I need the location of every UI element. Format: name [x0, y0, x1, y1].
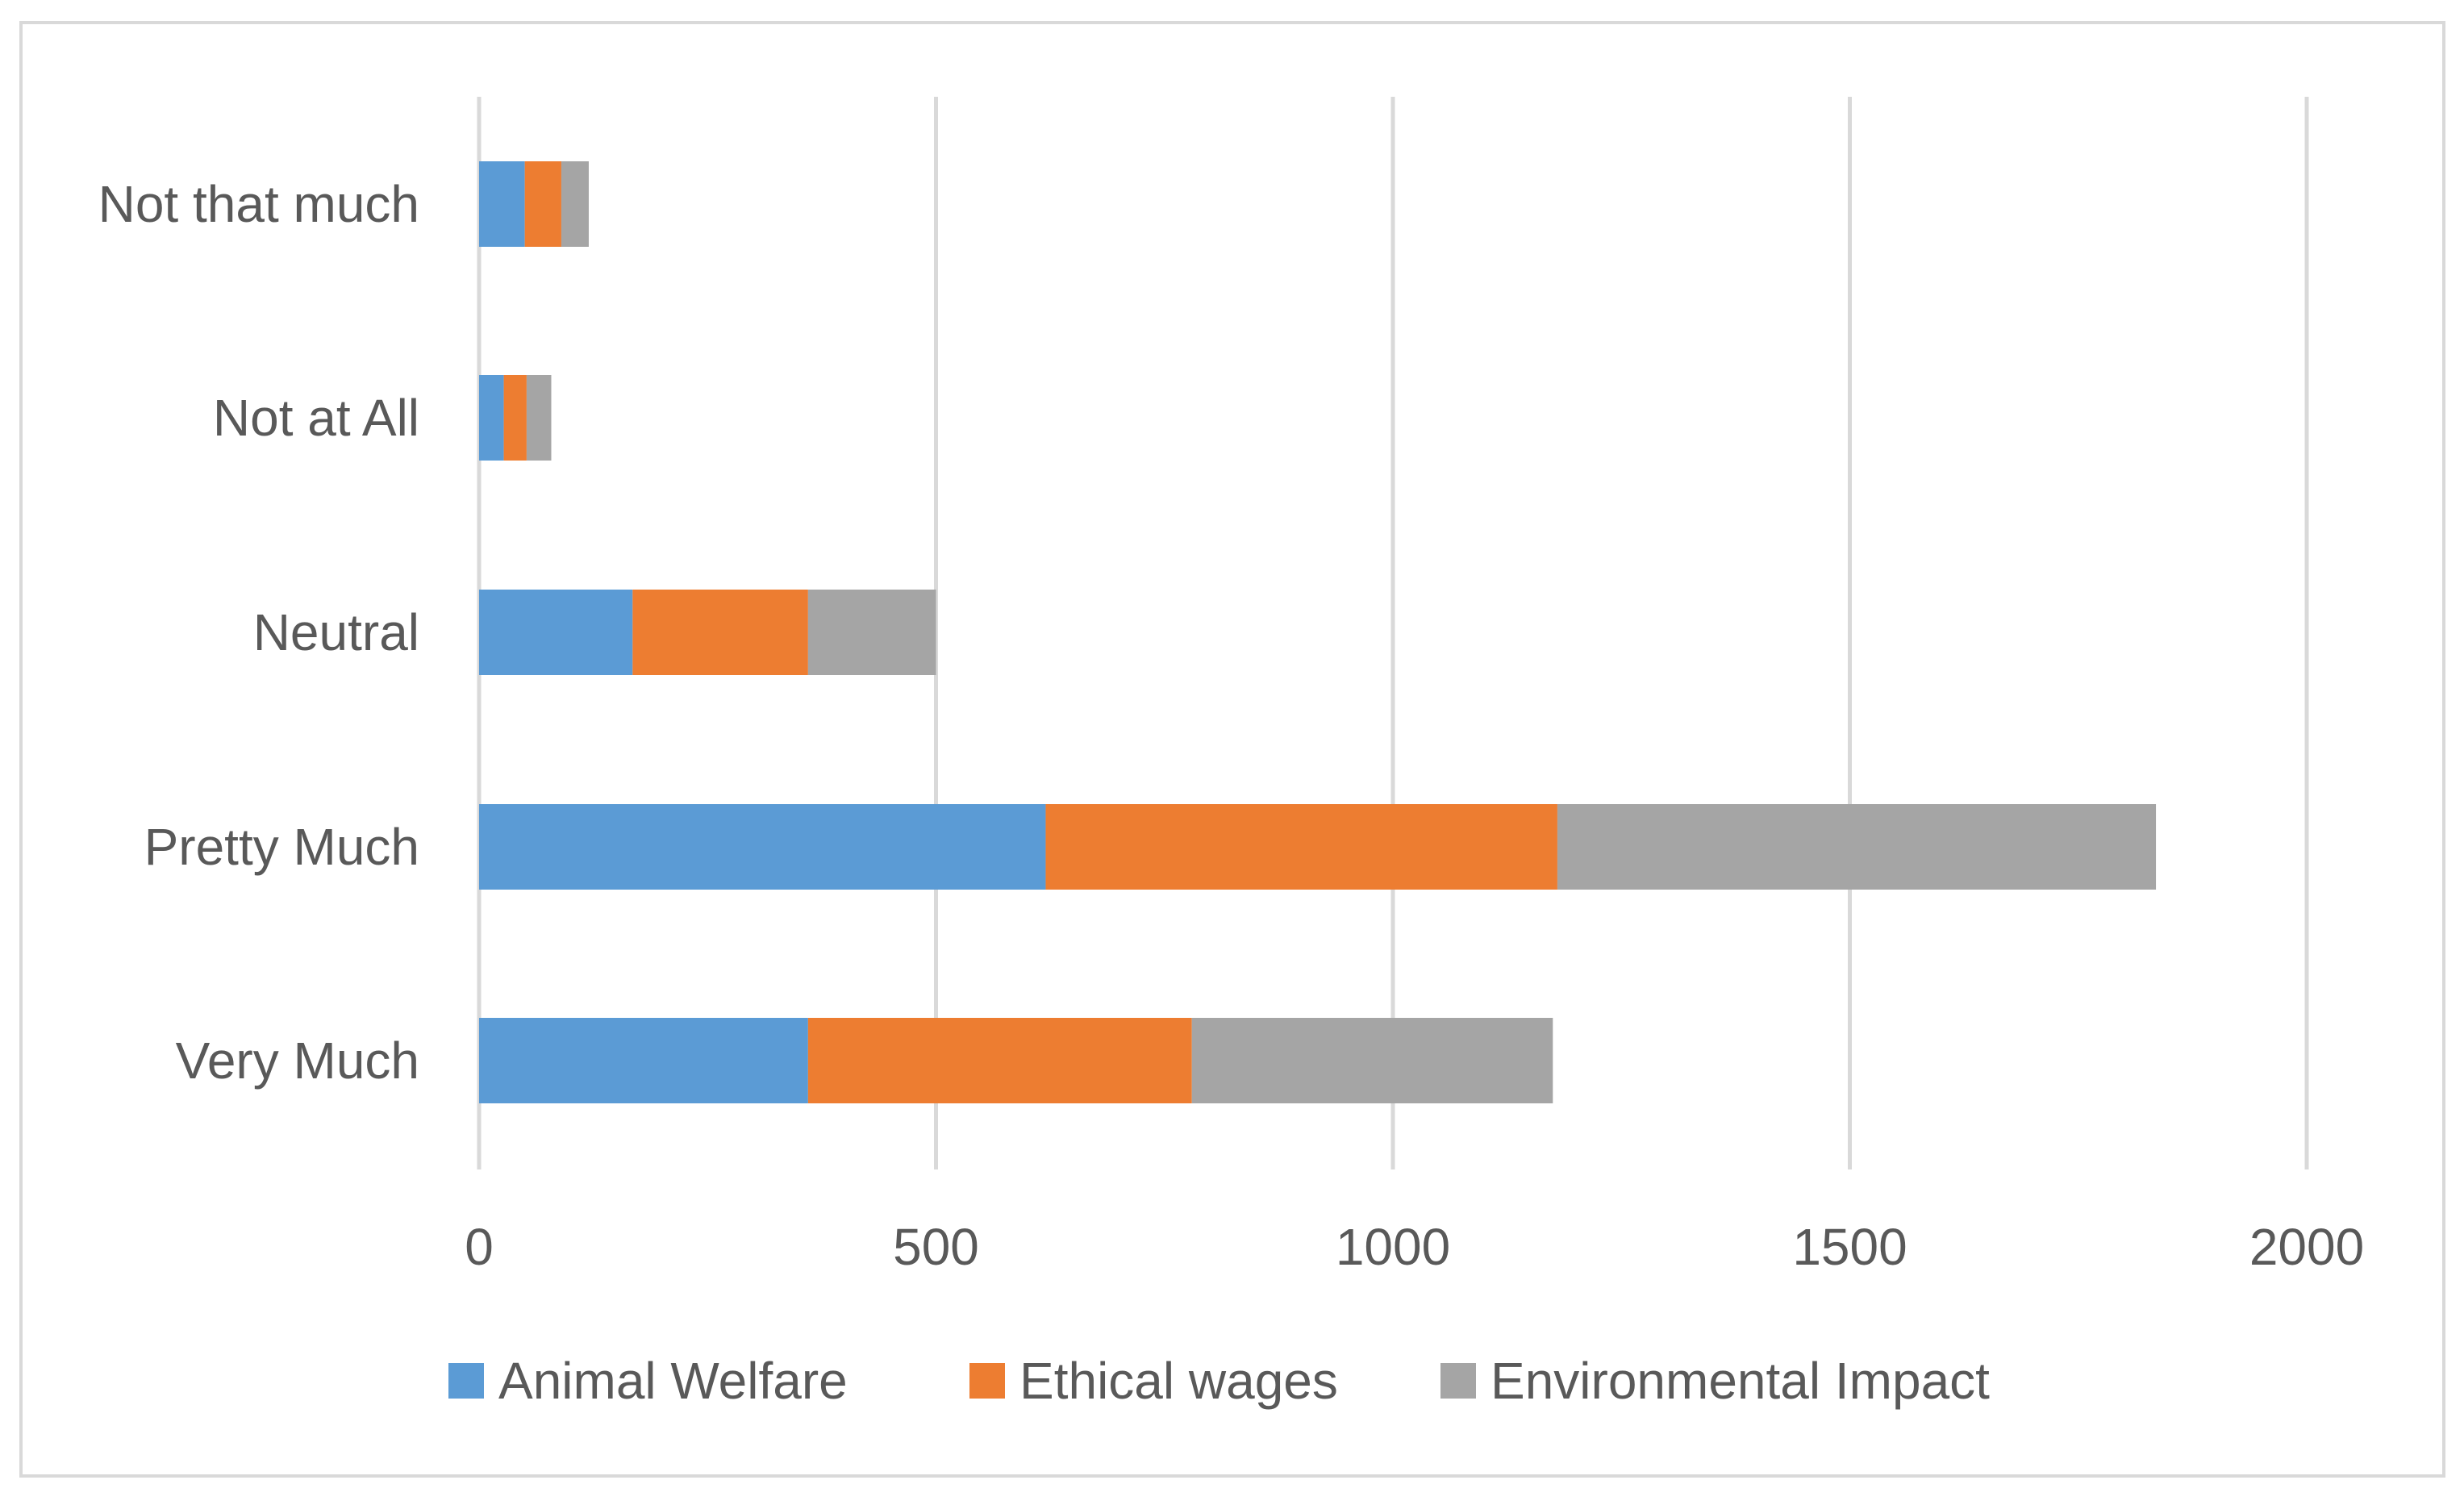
- legend-swatch-animal-welfare: [448, 1363, 484, 1399]
- category-label-pretty-much: Pretty Much: [144, 818, 419, 876]
- bar-neutral-environmental-impact: [807, 590, 936, 675]
- category-label-neutral: Neutral: [253, 603, 419, 661]
- bar-very-much-animal-welfare: [479, 1018, 808, 1103]
- bars: [479, 161, 2157, 1103]
- bar-not-that-much-environmental-impact: [561, 161, 589, 247]
- category-labels: Not that much Not at All Neutral Pretty Muc…: [98, 175, 419, 1090]
- category-label-not-that-much: Not that much: [98, 175, 419, 233]
- bar-not-that-much-animal-welfare: [479, 161, 525, 247]
- bar-not-at-all-animal-welfare: [479, 375, 504, 461]
- bar-not-at-all-ethical-wages: [503, 375, 527, 461]
- x-axis-tick-labels: 0 500 1000 1500 2000: [465, 1218, 2364, 1276]
- tick-label-1500: 1500: [1792, 1218, 1907, 1276]
- category-label-very-much: Very Much: [176, 1032, 419, 1090]
- bar-very-much-environmental-impact: [1191, 1018, 1553, 1103]
- bar-pretty-much-environmental-impact: [1557, 804, 2157, 890]
- legend-label-animal-welfare: Animal Welfare: [498, 1352, 848, 1410]
- bar-neutral-ethical-wages: [632, 590, 808, 675]
- bar-not-that-much-ethical-wages: [524, 161, 561, 247]
- bar-neutral-animal-welfare: [479, 590, 633, 675]
- category-label-not-at-all: Not at All: [213, 389, 419, 447]
- tick-label-1000: 1000: [1336, 1218, 1450, 1276]
- legend: Animal Welfare Ethical wages Environmental…: [448, 1352, 1990, 1410]
- tick-label-2000: 2000: [2249, 1218, 2364, 1276]
- legend-label-ethical-wages: Ethical wages: [1019, 1352, 1338, 1410]
- bar-pretty-much-animal-welfare: [479, 804, 1046, 890]
- legend-label-environmental-impact: Environmental Impact: [1490, 1352, 1990, 1410]
- legend-swatch-ethical-wages: [969, 1363, 1005, 1399]
- tick-label-500: 500: [893, 1218, 979, 1276]
- bar-pretty-much-ethical-wages: [1045, 804, 1557, 890]
- bar-very-much-ethical-wages: [807, 1018, 1192, 1103]
- chart-frame: [19, 21, 2445, 1478]
- legend-swatch-environmental-impact: [1440, 1363, 1476, 1399]
- bar-not-at-all-environmental-impact: [526, 375, 552, 461]
- tick-label-0: 0: [465, 1218, 494, 1276]
